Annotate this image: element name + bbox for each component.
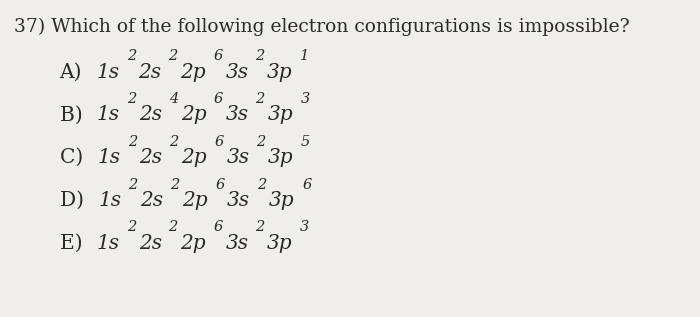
Text: 5: 5 [301,135,310,149]
Text: 37) Which of the following electron configurations is impossible?: 37) Which of the following electron conf… [14,17,629,36]
Text: 2: 2 [169,135,178,149]
Text: C): C) [60,148,89,167]
Text: 2p: 2p [181,106,206,125]
Text: 3s: 3s [225,234,248,253]
Text: 1s: 1s [97,106,120,125]
Text: 2p: 2p [181,148,207,167]
Text: 1: 1 [300,49,309,63]
Text: 6: 6 [216,178,225,191]
Text: 1s: 1s [97,234,120,253]
Text: 2s: 2s [139,148,162,167]
Text: 2p: 2p [182,191,208,210]
Text: A): A) [60,63,88,82]
Text: 3: 3 [300,92,309,106]
Text: 2: 2 [169,49,178,63]
Text: 3p: 3p [268,148,294,167]
Text: 6: 6 [214,135,223,149]
Text: 6: 6 [214,49,223,63]
Text: 2: 2 [127,49,136,63]
Text: 3s: 3s [226,148,249,167]
Text: 2: 2 [256,220,265,234]
Text: E): E) [60,234,88,253]
Text: B): B) [60,106,89,125]
Text: 2p: 2p [181,63,206,82]
Text: 2: 2 [127,92,136,106]
Text: 3: 3 [300,220,309,234]
Text: 3s: 3s [225,63,248,82]
Text: 6: 6 [302,178,312,191]
Text: 2s: 2s [139,234,162,253]
Text: 3p: 3p [267,106,293,125]
Text: 1s: 1s [99,191,122,210]
Text: 2: 2 [127,135,136,149]
Text: 2: 2 [255,49,265,63]
Text: 3p: 3p [267,234,293,253]
Text: 2s: 2s [139,106,162,125]
Text: 3p: 3p [269,191,295,210]
Text: 2s: 2s [141,191,164,210]
Text: 3s: 3s [225,106,248,125]
Text: 6: 6 [214,92,223,106]
Text: 3p: 3p [267,63,293,82]
Text: 2s: 2s [139,63,162,82]
Text: 1s: 1s [97,63,120,82]
Text: 2p: 2p [181,234,206,253]
Text: 2: 2 [129,178,138,191]
Text: 2: 2 [170,178,180,191]
Text: 2: 2 [256,92,265,106]
Text: 3s: 3s [228,191,251,210]
Text: 1s: 1s [98,148,121,167]
Text: 2: 2 [257,178,266,191]
Text: 2: 2 [256,135,265,149]
Text: 2: 2 [169,220,178,234]
Text: D): D) [60,191,90,210]
Text: 4: 4 [169,92,178,106]
Text: 6: 6 [214,220,223,234]
Text: 2: 2 [127,220,136,234]
